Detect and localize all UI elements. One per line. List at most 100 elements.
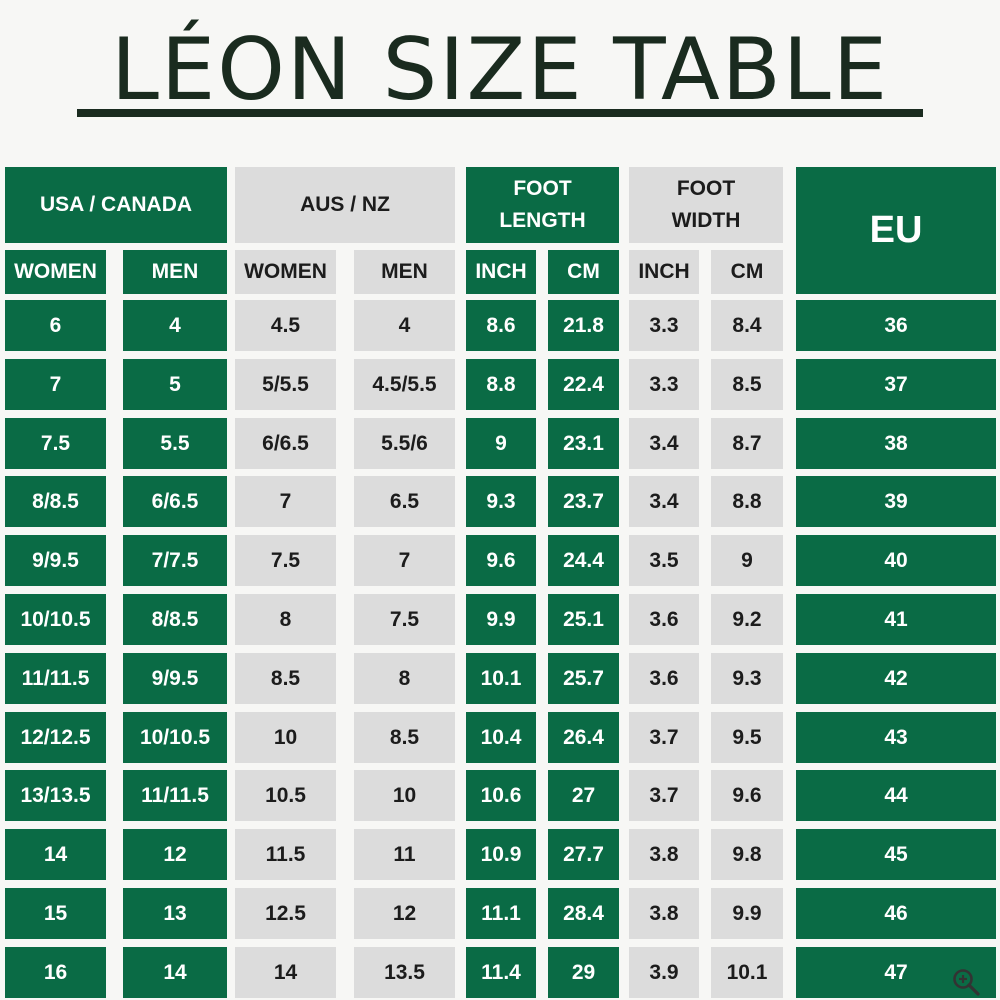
- cell-men-aus: 4: [354, 300, 455, 351]
- cell-men-us: 7/7.5: [123, 535, 227, 586]
- cell-women-aus: 8: [235, 594, 336, 645]
- cell-eu: 40: [796, 535, 996, 586]
- cell-women-aus: 7.5: [235, 535, 336, 586]
- header-aus-nz: AUS / NZ: [235, 167, 455, 243]
- cell-women-aus: 8.5: [235, 653, 336, 704]
- zoom-in-icon[interactable]: [951, 967, 981, 997]
- cell-men-us: 11/11.5: [123, 770, 227, 821]
- cell-foot-cm: 23.1: [548, 418, 619, 469]
- cell-eu: 47: [796, 947, 996, 998]
- cell-width-cm: 9.8: [711, 829, 783, 880]
- cell-men-us: 5.5: [123, 418, 227, 469]
- cell-width-cm: 9.5: [711, 712, 783, 763]
- cell-width-inch: 3.4: [629, 476, 699, 527]
- subheader-men-us: MEN: [123, 250, 227, 294]
- cell-men-aus: 8: [354, 653, 455, 704]
- cell-eu: 44: [796, 770, 996, 821]
- cell-men-us: 13: [123, 888, 227, 939]
- cell-width-inch: 3.6: [629, 653, 699, 704]
- cell-foot-inch: 9.9: [466, 594, 536, 645]
- cell-women-aus: 10: [235, 712, 336, 763]
- subheader-width-inch: INCH: [629, 250, 699, 294]
- cell-men-us: 5: [123, 359, 227, 410]
- cell-eu: 37: [796, 359, 996, 410]
- cell-women-us: 12/12.5: [5, 712, 106, 763]
- cell-women-aus: 5/5.5: [235, 359, 336, 410]
- cell-men-aus: 12: [354, 888, 455, 939]
- cell-men-aus: 11: [354, 829, 455, 880]
- cell-women-aus: 6/6.5: [235, 418, 336, 469]
- cell-eu: 39: [796, 476, 996, 527]
- cell-eu: 45: [796, 829, 996, 880]
- cell-men-us: 4: [123, 300, 227, 351]
- cell-width-inch: 3.5: [629, 535, 699, 586]
- subheader-foot-inch: INCH: [466, 250, 536, 294]
- cell-men-aus: 7: [354, 535, 455, 586]
- cell-women-us: 11/11.5: [5, 653, 106, 704]
- cell-foot-inch: 10.6: [466, 770, 536, 821]
- header-usa-canada: USA / CANADA: [5, 167, 227, 243]
- cell-foot-inch: 11.4: [466, 947, 536, 998]
- cell-width-inch: 3.4: [629, 418, 699, 469]
- cell-women-us: 15: [5, 888, 106, 939]
- title-underline: [77, 109, 923, 117]
- cell-foot-cm: 26.4: [548, 712, 619, 763]
- page-title: LÉON SIZE TABLE: [110, 20, 890, 120]
- cell-men-us: 12: [123, 829, 227, 880]
- cell-women-us: 14: [5, 829, 106, 880]
- cell-foot-inch: 9.6: [466, 535, 536, 586]
- cell-width-cm: 8.5: [711, 359, 783, 410]
- cell-foot-inch: 9.3: [466, 476, 536, 527]
- cell-women-us: 7.5: [5, 418, 106, 469]
- cell-foot-cm: 28.4: [548, 888, 619, 939]
- cell-foot-cm: 29: [548, 947, 619, 998]
- subheader-width-cm: CM: [711, 250, 783, 294]
- cell-foot-inch: 8.8: [466, 359, 536, 410]
- cell-women-us: 16: [5, 947, 106, 998]
- cell-men-aus: 5.5/6: [354, 418, 455, 469]
- cell-women-aus: 4.5: [235, 300, 336, 351]
- cell-foot-inch: 10.9: [466, 829, 536, 880]
- cell-foot-cm: 21.8: [548, 300, 619, 351]
- cell-men-aus: 13.5: [354, 947, 455, 998]
- cell-width-cm: 9.6: [711, 770, 783, 821]
- cell-eu: 42: [796, 653, 996, 704]
- cell-width-inch: 3.3: [629, 359, 699, 410]
- cell-women-us: 10/10.5: [5, 594, 106, 645]
- cell-men-aus: 4.5/5.5: [354, 359, 455, 410]
- cell-men-us: 8/8.5: [123, 594, 227, 645]
- header-foot-length: FOOT LENGTH: [466, 167, 619, 243]
- cell-women-aus: 14: [235, 947, 336, 998]
- cell-width-inch: 3.3: [629, 300, 699, 351]
- cell-width-cm: 9.3: [711, 653, 783, 704]
- cell-women-us: 7: [5, 359, 106, 410]
- cell-women-us: 6: [5, 300, 106, 351]
- cell-women-aus: 10.5: [235, 770, 336, 821]
- cell-men-aus: 8.5: [354, 712, 455, 763]
- cell-women-aus: 11.5: [235, 829, 336, 880]
- cell-width-cm: 9.2: [711, 594, 783, 645]
- cell-width-inch: 3.8: [629, 888, 699, 939]
- cell-eu: 38: [796, 418, 996, 469]
- cell-eu: 36: [796, 300, 996, 351]
- cell-width-cm: 8.4: [711, 300, 783, 351]
- cell-men-us: 10/10.5: [123, 712, 227, 763]
- cell-foot-cm: 23.7: [548, 476, 619, 527]
- cell-men-aus: 7.5: [354, 594, 455, 645]
- cell-foot-cm: 25.1: [548, 594, 619, 645]
- subheader-men-aus: MEN: [354, 250, 455, 294]
- cell-men-aus: 6.5: [354, 476, 455, 527]
- cell-width-inch: 3.9: [629, 947, 699, 998]
- cell-foot-cm: 25.7: [548, 653, 619, 704]
- cell-women-us: 8/8.5: [5, 476, 106, 527]
- cell-width-cm: 10.1: [711, 947, 783, 998]
- subheader-women-us: WOMEN: [5, 250, 106, 294]
- cell-eu: 43: [796, 712, 996, 763]
- cell-foot-cm: 22.4: [548, 359, 619, 410]
- subheader-women-aus: WOMEN: [235, 250, 336, 294]
- cell-foot-cm: 27.7: [548, 829, 619, 880]
- cell-width-inch: 3.7: [629, 712, 699, 763]
- cell-women-aus: 12.5: [235, 888, 336, 939]
- cell-width-inch: 3.6: [629, 594, 699, 645]
